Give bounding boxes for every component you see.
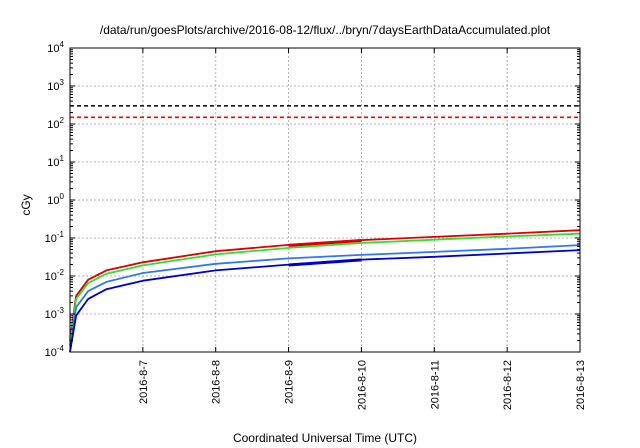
y-tick-base: 10 <box>47 81 59 93</box>
y-tick-exponent: 2 <box>60 116 65 125</box>
series-line <box>69 232 581 346</box>
y-tick-base: 10 <box>47 157 59 169</box>
y-axis-label: cGy <box>19 194 33 215</box>
y-tick-exponent: 3 <box>60 78 65 87</box>
y-tick-label: 10-1 <box>45 230 65 245</box>
y-tick-base: 10 <box>45 347 57 359</box>
x-tick-label: 2016-8-11 <box>429 360 441 409</box>
highlight-segment <box>288 239 362 247</box>
y-tick-label: 10-2 <box>45 268 65 283</box>
highlight-segment <box>288 258 362 267</box>
y-tick-base: 10 <box>47 43 59 55</box>
chart-title: /data/run/goesPlots/archive/2016-08-12/f… <box>100 23 551 37</box>
series-line <box>69 249 581 353</box>
y-tick-base: 10 <box>47 195 59 207</box>
y-tick-exponent: -4 <box>57 344 65 353</box>
y-tick-exponent: -1 <box>57 230 65 239</box>
y-tick-base: 10 <box>45 309 57 321</box>
x-tick-label: 2016-8-10 <box>356 360 368 410</box>
series-group <box>69 229 581 353</box>
x-tick-label: 2016-8-12 <box>502 360 514 410</box>
x-axis-label: Coordinated Universal Time (UTC) <box>233 431 417 445</box>
y-tick-exponent: -2 <box>57 268 65 277</box>
y-tick-exponent: 0 <box>60 192 65 201</box>
grid <box>70 48 580 352</box>
y-tick-base: 10 <box>45 271 57 283</box>
y-tick-label: 104 <box>47 40 64 55</box>
y-tick-base: 10 <box>47 119 59 131</box>
x-tick-label: 2016-8-7 <box>138 360 150 404</box>
y-tick-label: 101 <box>47 154 64 169</box>
reference-lines <box>70 105 580 119</box>
y-tick-label: 100 <box>47 192 64 207</box>
y-tick-exponent: -3 <box>57 306 65 315</box>
y-tick-base: 10 <box>45 233 57 245</box>
series-line <box>69 229 581 341</box>
y-tick-exponent: 4 <box>60 40 65 49</box>
x-axis: 2016-8-7 2016-8-8 2016-8-9 2016-8-10 2016-8-… <box>138 48 587 410</box>
series-line <box>69 244 581 353</box>
y-tick-exponent: 1 <box>60 154 65 163</box>
y-tick-label: 103 <box>47 78 64 93</box>
y-tick-label: 102 <box>47 116 64 131</box>
x-tick-label: 2016-8-13 <box>575 360 587 410</box>
x-tick-label: 2016-8-9 <box>284 360 296 404</box>
y-tick-label: 10-3 <box>45 306 65 321</box>
x-tick-label: 2016-8-8 <box>211 360 223 404</box>
y-tick-label: 10-4 <box>45 344 65 359</box>
